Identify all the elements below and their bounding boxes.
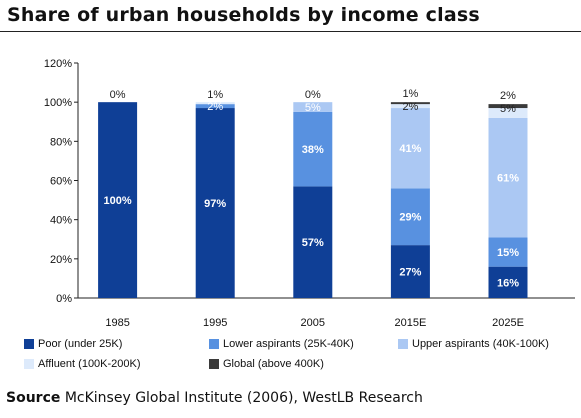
legend-item: Upper aspirants (40K-100K)	[398, 338, 549, 350]
data-label: 5%	[305, 102, 321, 114]
data-label: 100%	[104, 195, 132, 207]
bar-segment-2025E-5	[488, 104, 528, 109]
title-divider	[0, 31, 581, 32]
legend-label: Poor (under 25K)	[38, 338, 123, 350]
y-tick-label: 20%	[50, 254, 72, 266]
data-label: 1%	[207, 89, 223, 101]
data-label: 57%	[302, 237, 324, 249]
chart-legend: Poor (under 25K) Lower aspirants (25K-40K…	[24, 338, 579, 376]
bar-segment-2015E-5	[390, 102, 430, 105]
legend-swatch	[24, 339, 34, 349]
legend-item: Lower aspirants (25K-40K)	[209, 338, 354, 350]
y-tick-label: 100%	[44, 97, 72, 109]
bar-segment-2005-1	[293, 186, 333, 298]
bar-segment-2015E-2	[390, 188, 430, 246]
data-label: 2%	[402, 101, 418, 113]
x-tick-label: 2005	[301, 317, 325, 329]
data-label: 5%	[500, 103, 516, 115]
data-label: 41%	[399, 143, 421, 155]
legend-swatch	[24, 359, 34, 369]
bar-segment-1995-1	[195, 108, 235, 299]
data-label: 15%	[497, 247, 519, 259]
source-text: McKinsey Global Institute (2006), WestLB…	[64, 390, 423, 406]
bar-segment-2025E-3	[488, 117, 528, 238]
bar-segment-2015E-4	[390, 104, 430, 109]
data-label: 0%	[110, 89, 126, 101]
bar-segment-2025E-4	[488, 108, 528, 118]
y-tick-label: 120%	[44, 58, 72, 70]
x-tick-label: 2015E	[394, 317, 426, 329]
source-label: Source	[6, 390, 61, 406]
bar-segment-2015E-1	[390, 245, 430, 298]
legend-item: Global (above 400K)	[209, 358, 324, 370]
data-label: 97%	[204, 198, 226, 210]
data-label: 2%	[500, 90, 516, 102]
bar-segment-2005-2	[293, 111, 333, 187]
source-note: Source McKinsey Global Institute (2006),…	[6, 390, 423, 406]
data-label: 29%	[399, 212, 421, 224]
legend-item: Affluent (100K-200K)	[24, 358, 141, 370]
legend-swatch	[398, 339, 408, 349]
legend-swatch	[209, 359, 219, 369]
bar-segment-2015E-3	[390, 108, 430, 189]
legend-label: Lower aspirants (25K-40K)	[223, 338, 354, 350]
legend-item: Poor (under 25K)	[24, 338, 122, 350]
chart-title: Share of urban households by income clas…	[7, 4, 480, 26]
bar-segment-1995-2	[195, 104, 235, 109]
data-label: 2%	[207, 101, 223, 113]
stacked-bar-chart: 0%20%40%60%80%100%120%100%0%198597%2%1%1…	[44, 58, 575, 329]
y-tick-label: 80%	[50, 136, 72, 148]
x-tick-label: 1995	[203, 317, 227, 329]
x-tick-label: 1985	[105, 317, 129, 329]
legend-label: Affluent (100K-200K)	[38, 358, 141, 370]
y-tick-label: 0%	[56, 293, 72, 305]
y-tick-label: 40%	[50, 215, 72, 227]
bar-segment-2005-3	[293, 102, 333, 112]
x-tick-label: 2025E	[492, 317, 524, 329]
data-label: 38%	[302, 144, 324, 156]
y-tick-label: 60%	[50, 176, 72, 188]
bar-segment-2025E-2	[488, 237, 528, 267]
bar-segment-1985-1	[98, 102, 138, 299]
data-label: 27%	[399, 267, 421, 279]
legend-swatch	[209, 339, 219, 349]
bar-segment-1995-4	[195, 102, 235, 105]
data-label: 61%	[497, 173, 519, 185]
legend-label: Global (above 400K)	[223, 358, 324, 370]
data-label: 16%	[497, 277, 519, 289]
data-label: 1%	[402, 88, 418, 100]
data-label: 0%	[305, 89, 321, 101]
bar-segment-2025E-1	[488, 266, 528, 298]
legend-label: Upper aspirants (40K-100K)	[412, 338, 549, 350]
